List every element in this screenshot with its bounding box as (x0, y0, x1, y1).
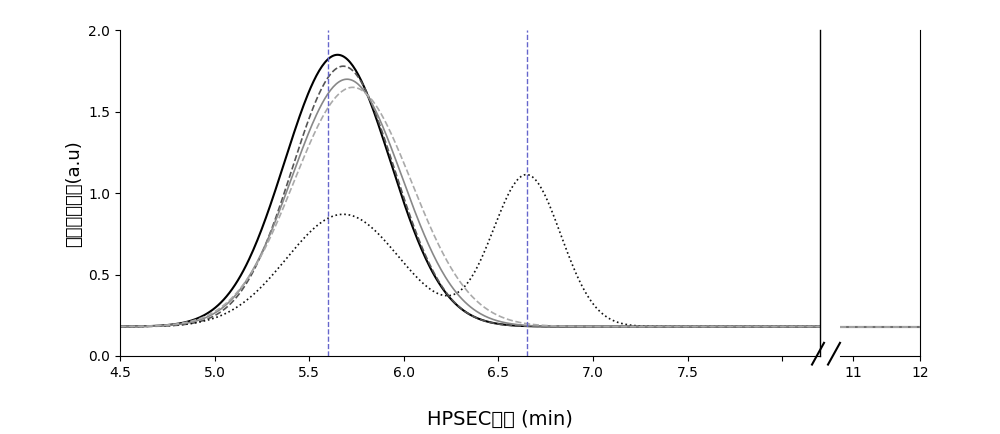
S5 (448, 270, 460, 275)
S3 (451, 290, 463, 296)
Line: S4: S4 (120, 79, 820, 326)
S5 (114, 324, 126, 329)
S2 (800, 324, 812, 329)
S5 (689, 324, 701, 329)
S1 (114, 324, 126, 329)
S5 (814, 324, 826, 329)
S4 (341, 77, 353, 82)
Y-axis label: 相对荧光强度(a.u): 相对荧光强度(a.u) (65, 140, 83, 247)
S5 (494, 314, 506, 319)
S4 (114, 324, 126, 329)
S2 (790, 324, 802, 329)
Line: S2: S2 (120, 66, 820, 327)
S1 (532, 324, 544, 329)
S1 (494, 322, 506, 327)
S1 (799, 324, 811, 329)
S1 (331, 52, 343, 57)
S2 (814, 324, 826, 329)
S3 (521, 172, 533, 177)
S3 (532, 181, 544, 186)
S2 (448, 299, 460, 304)
S2 (532, 324, 544, 329)
S3 (814, 324, 826, 329)
Line: S1: S1 (120, 55, 820, 327)
Text: HPSEC时间 (min): HPSEC时间 (min) (427, 410, 573, 429)
S4 (532, 323, 544, 329)
S2 (337, 64, 349, 69)
S2 (689, 324, 701, 329)
S4 (814, 324, 826, 329)
S1 (803, 324, 815, 329)
S5 (532, 322, 544, 328)
S1 (452, 303, 464, 309)
S1 (814, 324, 826, 329)
S2 (494, 322, 506, 327)
Line: S5: S5 (120, 87, 820, 326)
S5 (347, 85, 359, 90)
S4 (799, 324, 811, 329)
S5 (452, 276, 464, 282)
S3 (446, 293, 458, 298)
S3 (689, 324, 701, 329)
Line: S3: S3 (120, 174, 820, 326)
S3 (114, 324, 126, 329)
S2 (452, 303, 464, 309)
S1 (689, 324, 701, 329)
S3 (493, 214, 505, 219)
S3 (799, 324, 811, 329)
S1 (448, 299, 460, 305)
S4 (448, 287, 460, 292)
S4 (452, 292, 464, 297)
S5 (799, 324, 811, 329)
S4 (494, 319, 506, 324)
S4 (689, 324, 701, 329)
S2 (114, 324, 126, 329)
